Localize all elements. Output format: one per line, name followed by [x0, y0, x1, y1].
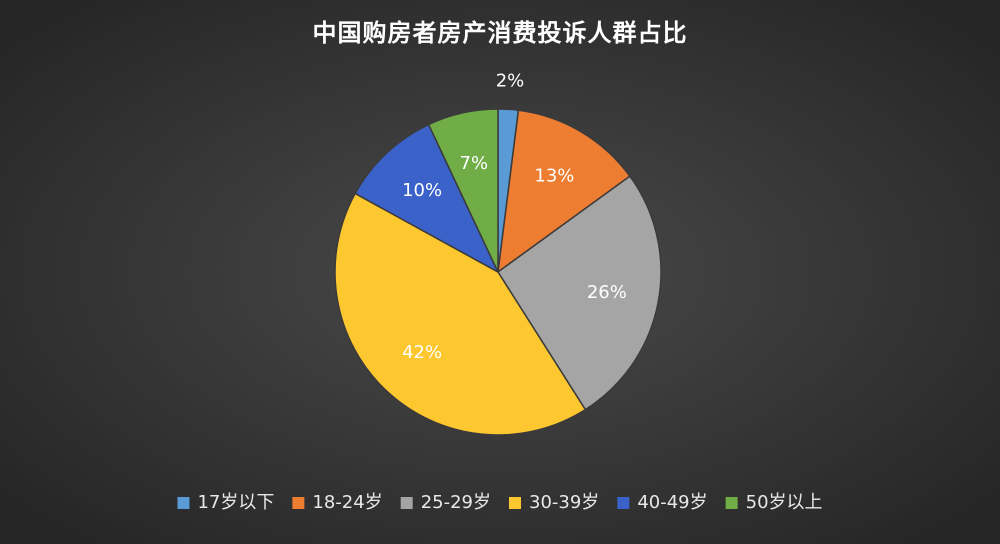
legend-label: 17岁以下	[197, 492, 274, 513]
legend-swatch	[177, 497, 190, 509]
slice-label: 7%	[460, 153, 489, 174]
slice-label: 26%	[587, 282, 627, 303]
legend-swatch	[400, 497, 413, 509]
legend-swatch	[292, 497, 305, 509]
legend-swatch	[617, 497, 630, 509]
legend-label: 30-39岁	[529, 492, 599, 513]
pie-slice	[334, 192, 587, 436]
chart-title: 中国购房者房产消费投诉人群占比	[313, 19, 688, 47]
legend-label: 18-24岁	[312, 492, 382, 513]
pie-slice	[427, 108, 499, 273]
slice-label: 13%	[534, 166, 574, 187]
slice-label: 2%	[496, 71, 525, 92]
pie-slice	[497, 109, 631, 274]
slice-label: 10%	[402, 180, 442, 201]
legend-label: 50岁以上	[746, 492, 823, 513]
legend: 17岁以下 18-24岁 25-29岁 30-39岁 40-49岁 50岁以上	[177, 492, 823, 513]
pie-slice	[496, 175, 662, 411]
pie-slice	[354, 123, 500, 274]
legend-swatch	[509, 497, 521, 509]
legend-swatch	[725, 497, 738, 509]
slice-label: 42%	[402, 342, 442, 363]
legend-label: 25-29岁	[421, 492, 491, 513]
legend-label: 40-49岁	[637, 492, 707, 513]
